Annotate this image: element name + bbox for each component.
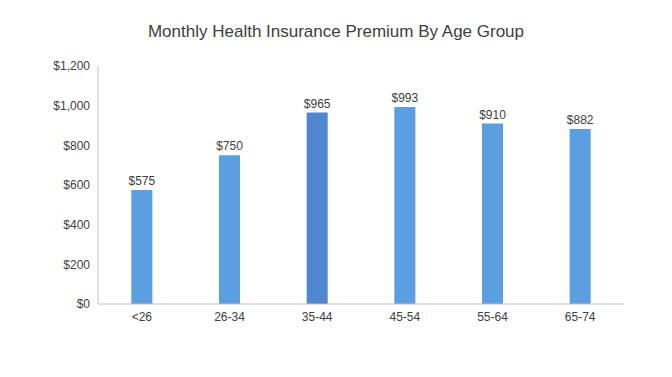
svg-text:$600: $600 — [63, 178, 90, 192]
svg-text:<26: <26 — [132, 310, 153, 324]
svg-text:$575: $575 — [128, 174, 155, 188]
svg-text:55-64: 55-64 — [477, 310, 508, 324]
svg-text:$800: $800 — [63, 139, 90, 153]
svg-text:$965: $965 — [304, 97, 331, 111]
svg-text:$910: $910 — [479, 108, 506, 122]
svg-text:$882: $882 — [567, 113, 594, 127]
svg-text:$993: $993 — [391, 91, 418, 105]
svg-text:35-44: 35-44 — [302, 310, 333, 324]
svg-text:65-74: 65-74 — [565, 310, 596, 324]
svg-text:45-54: 45-54 — [389, 310, 420, 324]
svg-text:$1,000: $1,000 — [53, 99, 90, 113]
svg-text:$400: $400 — [63, 218, 90, 232]
svg-text:$1,200: $1,200 — [53, 59, 90, 73]
html-text:Monthly Health Insurance Premi: Monthly Health Insurance Premium By Age … — [148, 22, 524, 41]
svg-text:$0: $0 — [77, 297, 91, 311]
svg-text:26-34: 26-34 — [214, 310, 245, 324]
svg-text:$200: $200 — [63, 258, 90, 272]
svg-text:$750: $750 — [216, 139, 243, 153]
